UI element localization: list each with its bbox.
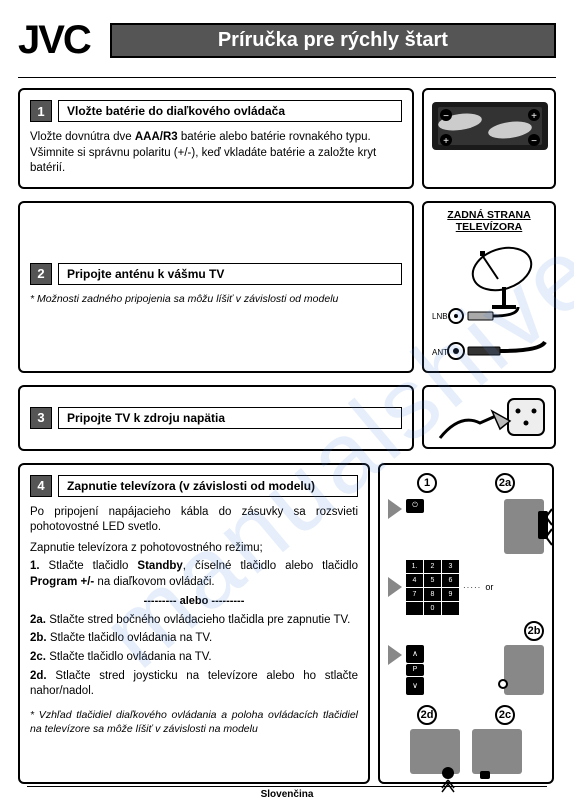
svg-text:+: +	[531, 111, 537, 122]
marker-2d: 2d	[417, 705, 437, 725]
step-4-note: * Vzhľad tlačidiel diaľkového ovládania …	[30, 708, 358, 736]
prog-down-icon: ∨	[406, 677, 424, 695]
step-1-row: 1 Vložte batérie do diaľkového ovládača …	[18, 88, 556, 189]
step-4-title: Zapnutie televízora (v závislosti od mod…	[58, 475, 358, 497]
step-4-number: 4	[30, 475, 52, 497]
step-1-box: 1 Vložte batérie do diaľkového ovládača …	[18, 88, 414, 189]
step-2-note: * Možnosti zadného pripojenia sa môžu lí…	[30, 293, 402, 305]
arrow-icon	[388, 577, 402, 597]
jvc-logo: JVC	[18, 18, 90, 63]
lnb-label: LNB	[432, 312, 448, 321]
svg-text:−: −	[443, 111, 449, 122]
step-4-illustration: 1 2a ⏻ 1.23 456 789 0 ····· or	[378, 463, 554, 784]
step-4-row: 4 Zapnutie televízora (v závislosti od m…	[18, 463, 556, 784]
step-4-divider: --------- alebo ---------	[30, 594, 358, 609]
step-3-box: 3 Pripojte TV k zdroju napätia	[18, 385, 414, 451]
svg-text:−: −	[531, 136, 537, 147]
header-divider	[18, 77, 556, 78]
step-2-box: 2 Pripojte anténu k vášmu TV * Možnosti …	[18, 201, 414, 373]
step-1-number: 1	[30, 100, 52, 122]
power-plug-illustration	[422, 385, 556, 449]
tv-side-2d	[410, 729, 460, 774]
tv-side-2b	[504, 645, 544, 695]
arrow-icon	[388, 645, 402, 665]
title-bar: Príručka pre rýchly štart	[110, 23, 556, 58]
step-2-number: 2	[30, 263, 52, 285]
or-label: or	[485, 582, 493, 592]
marker-2c: 2c	[495, 705, 515, 725]
prog-p-icon: P	[406, 664, 424, 676]
marker-2a: 2a	[495, 473, 515, 493]
step-3-row: 3 Pripojte TV k zdroju napätia	[18, 385, 556, 451]
step-4-body: Po pripojení napájacieho kábla do zásuvk…	[30, 505, 358, 736]
tv-back-illustration: ZADNÁ STRANA TELEVÍZORA LNB ANT	[422, 201, 556, 373]
tv-side-2a	[504, 499, 544, 554]
ant-label: ANT	[432, 348, 448, 357]
marker-2b: 2b	[524, 621, 544, 641]
footer-language: Slovenčina	[0, 786, 574, 800]
step-1-body: Vložte dovnútra dve AAA/R3 batérie alebo…	[30, 130, 402, 177]
step-2-title: Pripojte anténu k vášmu TV	[58, 263, 402, 285]
step-2-row: 2 Pripojte anténu k vášmu TV * Možnosti …	[18, 201, 556, 373]
document-header: JVC Príručka pre rýchly štart	[18, 18, 556, 63]
standby-button-icon: ⏻	[406, 499, 424, 513]
step-4-box: 4 Zapnutie televízora (v závislosti od m…	[18, 463, 370, 784]
tv-back-label: ZADNÁ STRANA TELEVÍZORA	[430, 209, 548, 233]
prog-up-icon: ∧	[406, 645, 424, 663]
tv-side-2c	[472, 729, 522, 774]
svg-text:+: +	[443, 136, 449, 147]
arrow-icon	[388, 499, 402, 519]
step-3-number: 3	[30, 407, 52, 429]
marker-1: 1	[417, 473, 437, 493]
battery-illustration: − + + −	[422, 88, 556, 189]
step-1-title: Vložte batérie do diaľkového ovládača	[58, 100, 402, 122]
keypad-icon: 1.23 456 789 0	[406, 560, 459, 615]
step-3-title: Pripojte TV k zdroju napätia	[58, 407, 402, 429]
